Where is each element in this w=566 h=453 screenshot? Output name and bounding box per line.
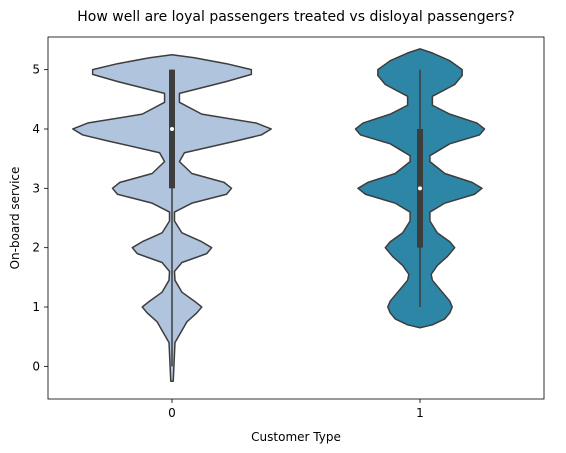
violins-layer [73, 49, 485, 381]
y-tick-label-3: 3 [32, 181, 40, 195]
y-tick-label-1: 1 [32, 300, 40, 314]
x-tick-label-0: 0 [168, 406, 176, 420]
x-axis-title: Customer Type [251, 430, 341, 444]
violin-median-dot-1 [418, 186, 422, 190]
y-tick-label-2: 2 [32, 241, 40, 255]
y-tick-label-4: 4 [32, 122, 40, 136]
x-tick-label-1: 1 [416, 406, 424, 420]
plot-frame [48, 37, 544, 399]
chart-title: How well are loyal passengers treated vs… [77, 9, 514, 25]
violin-median-dot-0 [170, 127, 174, 131]
y-axis-ticks: 0 1 2 3 4 5 [32, 63, 48, 374]
y-tick-label-5: 5 [32, 63, 40, 77]
y-axis-title: On-board service [8, 167, 22, 270]
y-tick-label-0: 0 [32, 359, 40, 373]
